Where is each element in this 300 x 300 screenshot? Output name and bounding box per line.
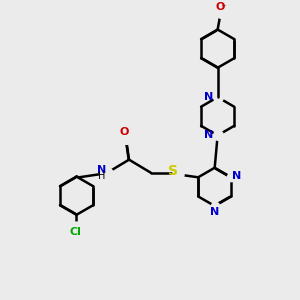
Text: O: O <box>120 127 129 137</box>
Text: N: N <box>210 207 219 218</box>
Text: N: N <box>204 92 213 102</box>
Text: H: H <box>98 171 105 182</box>
Text: N: N <box>204 130 213 140</box>
Text: Cl: Cl <box>69 226 81 237</box>
Text: S: S <box>168 164 178 178</box>
Text: N: N <box>97 165 106 175</box>
Text: N: N <box>232 171 241 181</box>
Text: O: O <box>216 2 225 12</box>
